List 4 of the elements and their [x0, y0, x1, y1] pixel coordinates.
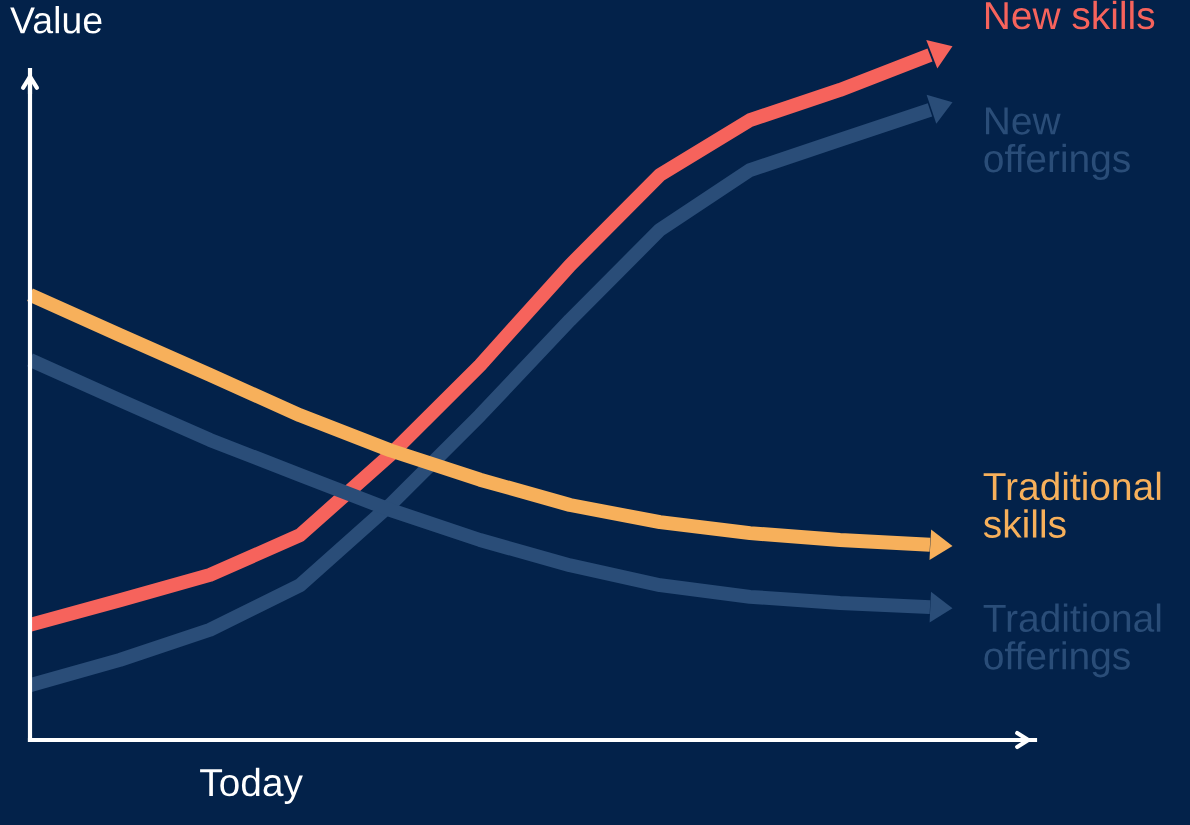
y-axis-title: Value	[10, 6, 102, 34]
series-label: Traditional skills	[983, 471, 1161, 538]
series-label: New skills	[985, 0, 1155, 30]
x-axis-title: Today	[200, 767, 303, 805]
